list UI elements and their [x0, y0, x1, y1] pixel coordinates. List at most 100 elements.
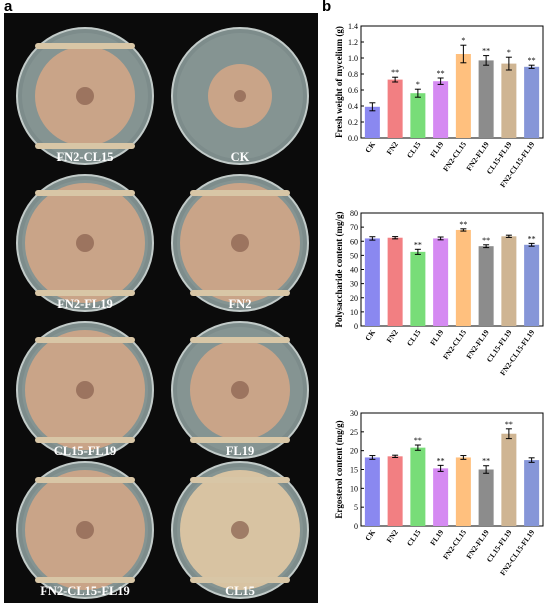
- y-tick-label: 0.6: [348, 86, 358, 95]
- bacterial-streak-bottom: [35, 143, 135, 149]
- significance-marker: **: [482, 457, 490, 466]
- bacterial-streak-top: [35, 477, 135, 483]
- x-tick-label: FL19: [428, 328, 445, 347]
- y-axis-label: Fresh weight of mycelium (g): [334, 26, 344, 138]
- bacterial-streak-top: [190, 477, 290, 483]
- y-tick-label: 70: [350, 223, 358, 232]
- x-tick-label: FL19: [428, 140, 445, 159]
- x-tick-label: CL15: [405, 140, 423, 160]
- bar-cl15: [410, 447, 426, 526]
- x-tick-label: FL19: [428, 528, 445, 547]
- bar-fn2: [387, 237, 403, 326]
- bacterial-streak-bottom: [35, 437, 135, 443]
- y-tick-label: 0.4: [348, 102, 358, 111]
- bar-fn2: [387, 79, 403, 138]
- colony-center: [76, 234, 94, 252]
- bar-cl15-fl19: [501, 433, 517, 526]
- bacterial-streak-top: [35, 43, 135, 49]
- plate-fn2-cl15-fl19: [16, 461, 154, 599]
- plate-fn2: [171, 174, 309, 312]
- bacterial-streak-bottom: [35, 290, 135, 296]
- y-tick-label: 30: [350, 409, 358, 418]
- significance-marker: **: [482, 47, 490, 56]
- plate-label: FN2-CL15: [56, 150, 114, 164]
- x-tick-label: FN2: [385, 328, 400, 345]
- bar-fn2-cl15: [455, 457, 471, 526]
- y-tick-label: 0.2: [348, 118, 358, 127]
- y-tick-label: 60: [350, 237, 358, 246]
- significance-marker: *: [507, 48, 511, 57]
- colony-center: [76, 87, 94, 105]
- x-tick-label: FN2: [385, 528, 400, 545]
- bacterial-streak-top: [35, 337, 135, 343]
- bacterial-streak-bottom: [190, 437, 290, 443]
- y-tick-label: 15: [350, 466, 358, 475]
- colony-center: [76, 381, 94, 399]
- significance-marker: **: [528, 56, 536, 65]
- significance-marker: **: [459, 220, 467, 229]
- significance-marker: **: [437, 456, 445, 465]
- y-axis-label: Ergosterol content (mg/g): [334, 420, 344, 518]
- significance-marker: *: [461, 36, 465, 45]
- colony-center: [234, 90, 246, 102]
- bar-ck: [364, 106, 380, 138]
- y-axis-label: Polysaccharide content (mg/g): [334, 212, 344, 328]
- bar-fn2-cl15-fl19: [524, 244, 540, 326]
- bar-cl15: [410, 251, 426, 326]
- bar-ck: [364, 457, 380, 526]
- plate-cl15-fl19: [16, 321, 154, 459]
- bacterial-streak-bottom: [190, 577, 290, 583]
- y-tick-label: 80: [350, 209, 358, 218]
- plate-label: FN2: [228, 297, 252, 311]
- significance-marker: **: [482, 236, 490, 245]
- plate-fl19: [171, 321, 309, 459]
- x-tick-label: CK: [363, 528, 377, 543]
- bar-fl19: [433, 238, 449, 326]
- colony-center: [231, 381, 249, 399]
- significance-marker: **: [391, 68, 399, 77]
- x-tick-label: CL15: [405, 528, 423, 548]
- bacterial-streak-top: [190, 337, 290, 343]
- bar-fn2-cl15-fl19: [524, 66, 540, 138]
- y-tick-label: 20: [350, 447, 358, 456]
- bacterial-streak-bottom: [35, 577, 135, 583]
- plate-label: CL15: [225, 584, 255, 598]
- panel-a-plates: a FN2-CL15 CK FN2-FL19 FN2 CL15-FL19 FL19 FN2-…: [4, 0, 318, 603]
- plate-label: FN2-FL19: [57, 297, 113, 311]
- bar-cl15-fl19: [501, 63, 517, 138]
- bar-cl15: [410, 93, 426, 138]
- plate-cl15: [171, 461, 309, 599]
- bar-fl19: [433, 468, 449, 526]
- y-tick-label: 1.0: [348, 54, 358, 63]
- bar-fn2: [387, 456, 403, 526]
- significance-marker: **: [414, 436, 422, 445]
- y-tick-label: 10: [350, 484, 358, 493]
- bar-fn2-fl19: [478, 246, 494, 326]
- y-tick-label: 30: [350, 280, 358, 289]
- y-tick-label: 0: [354, 522, 358, 531]
- bar-fn2-fl19: [478, 60, 494, 138]
- bar-fn2-fl19: [478, 469, 494, 526]
- plate-label: CK: [230, 150, 250, 164]
- colony-center: [231, 234, 249, 252]
- y-tick-label: 50: [350, 251, 358, 260]
- y-tick-label: 1.2: [348, 38, 358, 47]
- plate-ck: [171, 27, 309, 165]
- y-tick-label: 5: [354, 503, 358, 512]
- bar-charts: 0.0 0.2 0.4 0.6 0.8 1.0 1.2 1.4 Fresh weight of …: [334, 22, 544, 577]
- significance-marker: *: [416, 80, 420, 89]
- y-tick-label: 1.4: [348, 22, 358, 31]
- y-tick-label: 40: [350, 266, 358, 275]
- bar-fn2-cl15: [455, 229, 471, 326]
- bar-fn2-cl15-fl19: [524, 460, 540, 526]
- y-tick-label: 0.8: [348, 70, 358, 79]
- y-tick-label: 0: [354, 322, 358, 331]
- bacterial-streak-top: [35, 190, 135, 196]
- panel-b-letter: b: [322, 0, 332, 15]
- x-tick-label: FN2: [385, 140, 400, 157]
- bacterial-streak-bottom: [190, 290, 290, 296]
- y-tick-label: 10: [350, 308, 358, 317]
- plate-fn2-fl19: [16, 174, 154, 312]
- significance-marker: **: [528, 234, 536, 243]
- chart-frame: [360, 25, 544, 139]
